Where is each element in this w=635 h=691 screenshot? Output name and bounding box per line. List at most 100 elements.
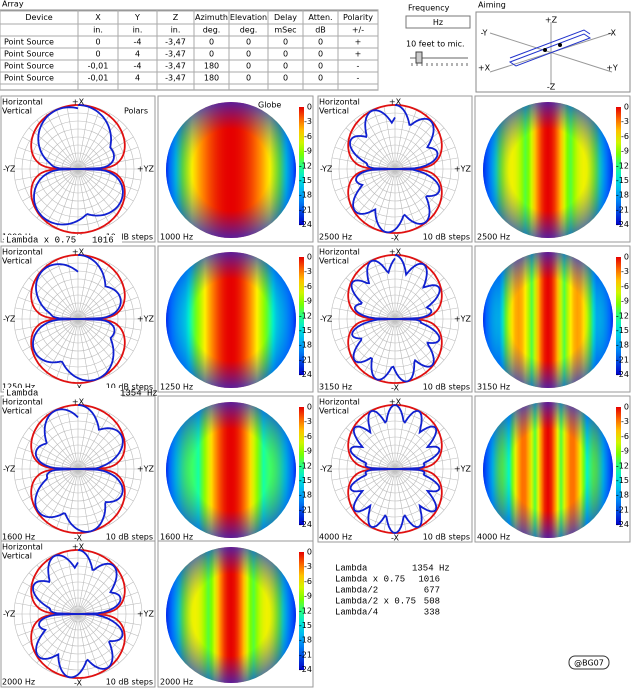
scale-label: -12: [299, 606, 312, 615]
unit: mSec: [274, 26, 296, 35]
lambda-value: 338: [424, 607, 440, 617]
unit: deg.: [240, 26, 258, 35]
scale-label: -15: [299, 176, 312, 185]
scale-label: -15: [299, 621, 312, 630]
steps-label: 10 dB steps: [423, 533, 470, 542]
scale-label: -3: [304, 417, 312, 426]
legend-vertical: Vertical: [2, 552, 32, 561]
cell: -3,47: [165, 50, 186, 59]
annotation-name: Lambda: [6, 388, 39, 398]
scale-label: -24: [299, 665, 312, 674]
lambda-value: 1354 Hz: [412, 563, 450, 573]
scale-label: -6: [621, 282, 629, 291]
cell: 0: [95, 38, 100, 47]
scale-label: 0: [307, 548, 312, 557]
scale-label: -9: [304, 447, 312, 456]
steps-label: 10 dB steps: [106, 678, 153, 687]
axis-label: +X: [389, 398, 402, 407]
steps-label: 10 dB steps: [106, 233, 153, 242]
scale-label: -9: [621, 297, 629, 306]
axis-label: -YZ: [3, 465, 16, 474]
axis-label: -YZ: [3, 315, 16, 324]
freq-label: 1600 Hz: [2, 533, 35, 542]
lambda-name: Lambda/2: [335, 585, 378, 595]
scale-label: -18: [616, 191, 629, 200]
freq-label: 4000 Hz: [477, 533, 510, 542]
column-header: Atten.: [308, 13, 332, 22]
cell: +: [355, 38, 362, 47]
cell: 0: [283, 38, 288, 47]
polar-curve: [34, 404, 124, 533]
axis-label: +X: [389, 248, 402, 257]
cell: 0: [318, 50, 323, 59]
legend-vertical: Vertical: [2, 107, 32, 116]
color-scale: [299, 257, 304, 375]
cell: 180: [204, 74, 219, 83]
cell: -0,01: [88, 62, 109, 71]
section-title: Array: [2, 0, 24, 9]
source: [543, 48, 547, 52]
lambda-name: Lambda: [335, 563, 368, 573]
polar-curve: [33, 104, 124, 226]
freq-box: [405, 15, 471, 29]
polar-curve: [30, 404, 126, 534]
globe-shade: [166, 252, 296, 388]
scale-label: -18: [299, 191, 312, 200]
scale-label: -15: [299, 476, 312, 485]
cell: Point Source: [4, 38, 54, 47]
cell: 0: [95, 50, 100, 59]
section-title: Frequency: [408, 4, 450, 13]
legend-vertical: Vertical: [319, 257, 349, 266]
scale-label: -21: [299, 505, 312, 514]
color-scale: [299, 407, 304, 525]
scale-label: -18: [299, 491, 312, 500]
annotation-name: Lambda x 0.75: [6, 235, 76, 245]
cell: 0: [318, 62, 323, 71]
cell: -3,47: [165, 62, 186, 71]
axis-label: +Y: [606, 64, 618, 73]
axis-label: +YZ: [454, 315, 472, 324]
column-header: Y: [134, 13, 140, 22]
scale-label: -21: [616, 205, 629, 214]
scale-label: -9: [621, 447, 629, 456]
scale-label: -21: [616, 355, 629, 364]
color-scale: [299, 552, 304, 670]
cell: 0: [318, 38, 323, 47]
scale-label: -24: [616, 370, 629, 379]
cell: 4: [135, 74, 140, 83]
color-scale: [299, 107, 304, 225]
cell: +: [355, 50, 362, 59]
unit: +/-: [352, 26, 364, 35]
scale-label: -21: [299, 355, 312, 364]
color-scale: [616, 407, 621, 525]
legend-horizontal: Horizontal: [2, 398, 43, 407]
scale-label: 0: [307, 253, 312, 262]
polar-curve: [30, 549, 126, 679]
scale-label: 0: [624, 253, 629, 262]
freq-label: 2000 Hz: [160, 678, 193, 687]
scale-label: -24: [616, 220, 629, 229]
cell: -4: [134, 62, 142, 71]
axis-label: +YZ: [137, 165, 155, 174]
axis-label: +X: [389, 98, 402, 107]
axis-label: +YZ: [137, 315, 155, 324]
cell: Point Source: [4, 74, 54, 83]
scale-label: -3: [304, 117, 312, 126]
cell: 0: [246, 38, 251, 47]
cell: -4: [134, 38, 142, 47]
scale-label: -12: [299, 161, 312, 170]
axis-label: -YZ: [320, 465, 333, 474]
polar-curve: [347, 254, 443, 384]
polar-curve: [32, 549, 124, 679]
lambda-name: Lambda x 0.75: [335, 574, 405, 584]
scale-label: 0: [307, 103, 312, 112]
slider-thumb[interactable]: [415, 51, 423, 64]
scale-label: -18: [299, 636, 312, 645]
lambda-name: Lambda/4: [335, 607, 378, 617]
footer: @BG07: [574, 659, 604, 668]
cell: -3,47: [165, 38, 186, 47]
cell: 180: [204, 62, 219, 71]
scale-label: -12: [299, 461, 312, 470]
color-scale: [616, 107, 621, 225]
